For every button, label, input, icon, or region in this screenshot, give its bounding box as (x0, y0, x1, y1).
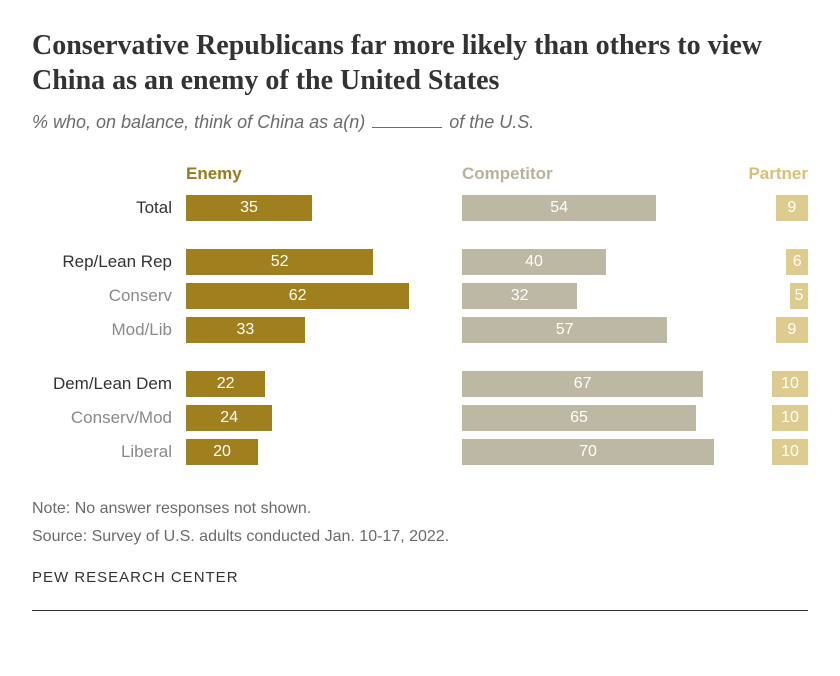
col-header-partner: Partner (738, 164, 808, 184)
subtitle-pre: % who, on balance, think of China as a(n… (32, 112, 370, 132)
bar-enemy: 24 (186, 405, 272, 431)
row-label: Liberal (32, 442, 186, 462)
row-label: Conserv (32, 286, 186, 306)
chart-title: Conservative Republicans far more likely… (32, 28, 808, 98)
bar-competitor: 40 (462, 249, 606, 275)
bar-chart: Enemy Competitor Partner Total35 54 9 Rep/… (32, 157, 808, 469)
data-row: Conserv62 32 5 (32, 279, 808, 313)
bar-partner: 9 (776, 317, 808, 343)
data-row: Mod/Lib33 57 9 (32, 313, 808, 347)
row-label: Mod/Lib (32, 320, 186, 340)
row-label: Total (32, 198, 186, 218)
chart-subtitle: % who, on balance, think of China as a(n… (32, 110, 808, 133)
group-total: Total35 54 9 (32, 191, 808, 225)
chart-source: Source: Survey of U.S. adults conducted … (32, 525, 808, 549)
group-dem: Dem/Lean Dem226710Conserv/Mod246510Liber… (32, 367, 808, 469)
bottom-rule (32, 610, 808, 611)
bar-enemy: 62 (186, 283, 409, 309)
data-row: Total35 54 9 (32, 191, 808, 225)
bar-enemy: 52 (186, 249, 373, 275)
subtitle-post: of the U.S. (444, 112, 534, 132)
bar-competitor: 70 (462, 439, 714, 465)
bar-competitor: 57 (462, 317, 667, 343)
row-label: Dem/Lean Dem (32, 374, 186, 394)
data-row: Dem/Lean Dem22 67 10 (32, 367, 808, 401)
footer-attribution: PEW RESEARCH CENTER (32, 569, 808, 600)
bar-competitor: 67 (462, 371, 703, 397)
bar-enemy: 33 (186, 317, 305, 343)
subtitle-blank (372, 110, 442, 128)
data-row: Conserv/Mod24 65 10 (32, 401, 808, 435)
data-row: Liberal20 70 10 (32, 435, 808, 469)
bar-partner: 10 (772, 405, 808, 431)
bar-partner: 10 (772, 439, 808, 465)
col-header-competitor: Competitor (462, 164, 714, 184)
bar-competitor: 54 (462, 195, 656, 221)
bar-competitor: 32 (462, 283, 577, 309)
group-rep: Rep/Lean Rep52 40 6 Conserv62 32 5 Mod/Lib33 57… (32, 245, 808, 347)
bar-partner: 10 (772, 371, 808, 397)
bar-competitor: 65 (462, 405, 696, 431)
data-row: Rep/Lean Rep52 40 6 (32, 245, 808, 279)
col-header-enemy: Enemy (186, 164, 438, 184)
bar-partner: 9 (776, 195, 808, 221)
column-headers: Enemy Competitor Partner (32, 157, 808, 191)
bar-enemy: 35 (186, 195, 312, 221)
chart-note: Note: No answer responses not shown. (32, 497, 808, 521)
bar-enemy: 22 (186, 371, 265, 397)
bar-enemy: 20 (186, 439, 258, 465)
bar-partner: 5 (790, 283, 808, 309)
bar-partner: 6 (786, 249, 808, 275)
row-label: Conserv/Mod (32, 408, 186, 428)
row-label: Rep/Lean Rep (32, 252, 186, 272)
